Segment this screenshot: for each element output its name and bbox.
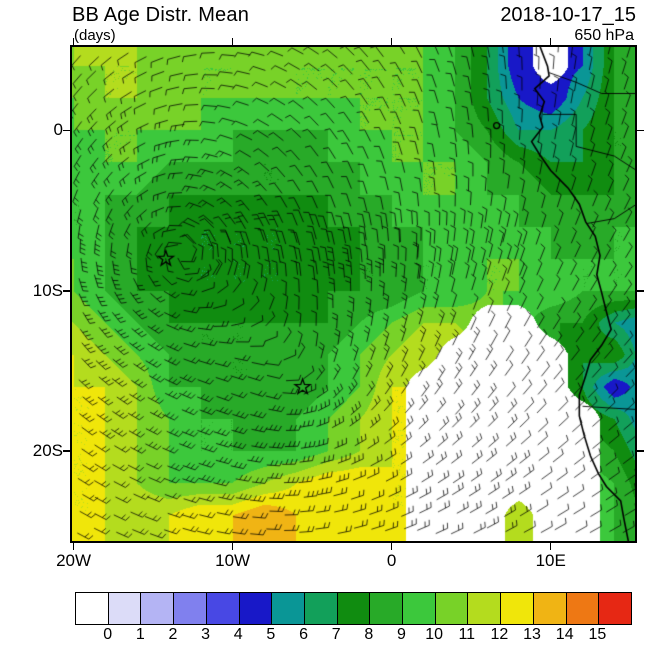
- y-axis-tick: [63, 450, 70, 452]
- y-axis-label: 0: [53, 120, 63, 140]
- y-axis-tick: [63, 290, 70, 292]
- colorbar-cell: [140, 593, 174, 624]
- colorbar-label: 12: [490, 626, 509, 643]
- plot-level-label: 650 hPa: [574, 27, 634, 44]
- y-axis-tick: [637, 450, 644, 452]
- y-axis-label: 20S: [32, 441, 63, 461]
- colorbar-cell: [402, 593, 435, 624]
- colorbar-label: 7: [331, 626, 341, 643]
- colorbar-label: 8: [364, 626, 374, 643]
- x-axis-tick: [72, 38, 75, 45]
- x-axis-tick: [390, 543, 393, 550]
- colorbar-cell: [598, 593, 631, 624]
- colorbar-cell: [205, 593, 239, 624]
- colorbar-label: 4: [233, 626, 243, 643]
- colorbar-label: 14: [555, 626, 574, 643]
- colorbar: [75, 592, 632, 625]
- x-axis-label: 10E: [535, 551, 566, 570]
- y-axis-tick: [63, 129, 70, 132]
- x-axis-label: 10W: [215, 551, 251, 570]
- colorbar-cell: [500, 593, 533, 624]
- x-axis-label: 20W: [56, 551, 92, 570]
- colorbar-cell: [336, 593, 370, 624]
- colorbar-cell: [107, 593, 141, 624]
- colorbar-label: 15: [588, 626, 607, 643]
- colorbar-cell: [565, 593, 599, 624]
- plot-title: BB Age Distr. Mean: [72, 4, 250, 26]
- colorbar-labels: 0 1 2 3 4 5 6 7 8 9 10 11 12 13 14 15: [75, 626, 630, 646]
- colorbar-label: 11: [458, 626, 476, 643]
- y-axis-tick: [637, 290, 644, 292]
- map-frame: [70, 45, 637, 543]
- colorbar-label: 3: [201, 626, 211, 643]
- x-axis-tick: [72, 543, 75, 550]
- colorbar-cell: [434, 593, 468, 624]
- x-axis-label: 0: [386, 551, 397, 570]
- x-axis-tick: [549, 543, 552, 550]
- colorbar-cell: [173, 593, 206, 624]
- x-axis-tick: [549, 38, 552, 45]
- colorbar-cell: [271, 593, 304, 624]
- plot-datetime: 2018-10-17_15: [500, 4, 636, 26]
- y-axis-label: 10S: [32, 280, 63, 300]
- y-axis-tick: [637, 129, 644, 132]
- plot-units-label: (days): [74, 27, 116, 44]
- colorbar-label: 9: [397, 626, 406, 643]
- colorbar-cell: [532, 593, 566, 624]
- colorbar-label: 0: [103, 626, 113, 643]
- colorbar-cell: [238, 593, 272, 624]
- colorbar-label: 10: [425, 626, 444, 643]
- colorbar-cell: [303, 593, 337, 624]
- colorbar-label: 13: [523, 626, 541, 643]
- colorbar-cell: [369, 593, 403, 624]
- x-axis-tick: [231, 38, 234, 45]
- colorbar-label: 2: [168, 626, 178, 643]
- colorbar-label: 5: [266, 626, 276, 643]
- x-axis-tick: [390, 38, 393, 45]
- colorbar-cell: [467, 593, 501, 624]
- colorbar-cell: [76, 593, 108, 624]
- colorbar-label: 6: [299, 626, 308, 643]
- map-canvas: [72, 47, 635, 541]
- x-axis-tick: [231, 543, 234, 550]
- colorbar-label: 1: [135, 626, 145, 643]
